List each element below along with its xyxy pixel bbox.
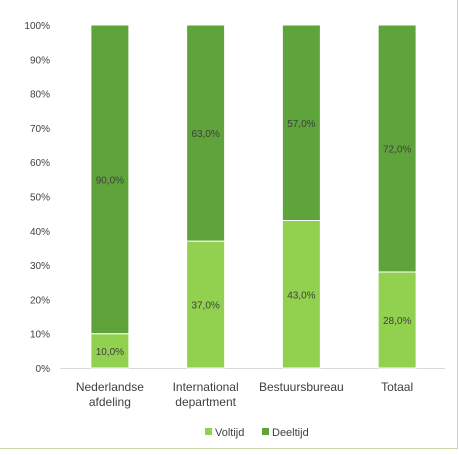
y-tick-label: 20% (30, 295, 50, 306)
legend: Voltijd Deeltijd (205, 427, 309, 439)
y-axis: 0% 10% 20% 30% 40% 50% 60% 70% 80% 90% 100% (24, 21, 50, 375)
bar-segment-deeltijd (186, 24, 226, 242)
legend-swatch-deeltijd (262, 428, 269, 435)
data-label: 63,0% (191, 129, 219, 140)
data-label: 43,0% (287, 290, 315, 301)
legend-label: Voltijd (215, 427, 244, 439)
y-tick-label: 80% (30, 90, 50, 101)
legend-swatch-voltijd (205, 428, 212, 435)
bars (90, 24, 417, 369)
x-category-label: afdeling (89, 395, 131, 409)
y-tick-label: 40% (30, 227, 50, 238)
y-tick-label: 10% (30, 330, 50, 341)
y-tick-label: 60% (30, 158, 50, 169)
data-label: 28,0% (383, 316, 411, 327)
data-label: 10,0% (96, 347, 124, 358)
legend-label: Deeltijd (272, 427, 309, 439)
y-tick-label: 50% (30, 193, 50, 204)
y-tick-label: 90% (30, 55, 50, 66)
y-tick-label: 70% (30, 124, 50, 135)
bar-segment-voltijd (90, 333, 130, 369)
bar-segment-deeltijd (90, 24, 130, 335)
x-category-label: department (175, 395, 236, 409)
data-labels: 10,0% 90,0% 37,0% 63,0% 43,0% 57,0% 28,0% 72,0% (96, 119, 412, 358)
x-category-label: Totaal (381, 380, 413, 394)
bar-segment-voltijd (377, 271, 417, 369)
x-category-label: Nederlandse (76, 380, 144, 394)
y-tick-label: 30% (30, 261, 50, 272)
data-label: 72,0% (383, 144, 411, 155)
bar-segment-deeltijd (377, 24, 417, 273)
x-category-label: International (173, 380, 239, 394)
data-label: 37,0% (191, 301, 219, 312)
data-label: 57,0% (287, 119, 315, 130)
x-category-label: Bestuursbureau (259, 380, 344, 394)
y-tick-label: 100% (24, 21, 50, 32)
bar-segment-voltijd (281, 220, 321, 369)
data-label: 90,0% (96, 175, 124, 186)
bar-segment-deeltijd (281, 24, 321, 222)
y-tick-label: 0% (36, 364, 51, 375)
